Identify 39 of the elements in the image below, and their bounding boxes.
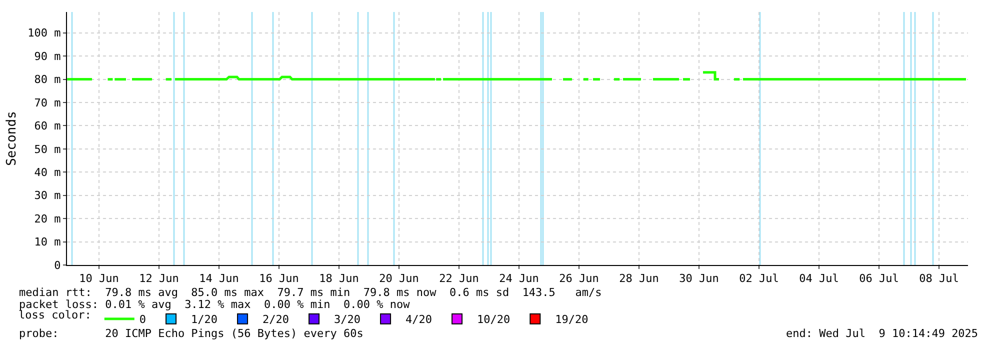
x-tick-label: 26 Jun (559, 272, 599, 286)
y-axis-title: Seconds (4, 111, 20, 166)
legend-label: 3/20 (334, 313, 361, 326)
text: end: Wed Jul 9 10:14:49 2025 (786, 327, 978, 340)
y-tick-label: 20 m (34, 212, 62, 226)
legend-label: 1/20 (191, 313, 218, 326)
text: probe: 20 ICMP Echo Pings (56 Bytes) every 60s (19, 327, 364, 340)
y-tick-label: 60 m (34, 120, 62, 133)
y-tick-label: 100 m (28, 26, 62, 40)
text: packet loss: 0.01 % avg 3.12 % max 0.00 % min 0.00 % now (19, 298, 410, 311)
legend-label: 0 (139, 313, 146, 326)
legend-label: 2/20 (262, 313, 290, 326)
y-tick-label: 70 m (34, 96, 62, 110)
x-tick-label: 02 Jul (739, 272, 779, 286)
y-tick-label: 40 m (34, 166, 62, 180)
x-tick-label: 06 Jul (859, 272, 899, 286)
legend-title: loss color: (18, 308, 92, 322)
x-tick-label: 28 Jun (619, 272, 659, 286)
x-tick-label: 24 Jun (499, 272, 539, 286)
x-tick-label: 10 Jun (79, 272, 119, 286)
y-tick-label: 30 m (34, 189, 62, 202)
legend-label: 19/20 (555, 313, 588, 326)
y-tick-label: 10 m (34, 236, 62, 249)
x-tick-label: 20 Jun (379, 272, 419, 286)
x-tick-label: 22 Jun (439, 272, 479, 286)
x-tick-label: 18 Jun (319, 272, 359, 286)
text: median rtt: 79.8 ms avg 85.0 ms max 79.7 ms min 79.8 ms now 0.6 ms sd 143.5 am/s (19, 286, 602, 299)
x-tick-label: 16 Jun (259, 272, 299, 286)
x-tick-label: 14 Jun (199, 272, 239, 286)
x-tick-label: 08 Jul (919, 272, 959, 286)
x-tick-label: 30 Jun (679, 272, 719, 286)
y-tick-label: 90 m (34, 50, 62, 63)
y-tick-label: 0 (54, 258, 61, 272)
x-tick-label: 12 Jun (139, 272, 179, 286)
legend-label: 4/20 (406, 313, 432, 326)
y-tick-label: 50 m (34, 142, 62, 156)
x-tick-label: 04 Jul (799, 272, 839, 286)
y-tick-label: 80 m (34, 73, 62, 86)
legend-label: 10/20 (477, 313, 510, 326)
